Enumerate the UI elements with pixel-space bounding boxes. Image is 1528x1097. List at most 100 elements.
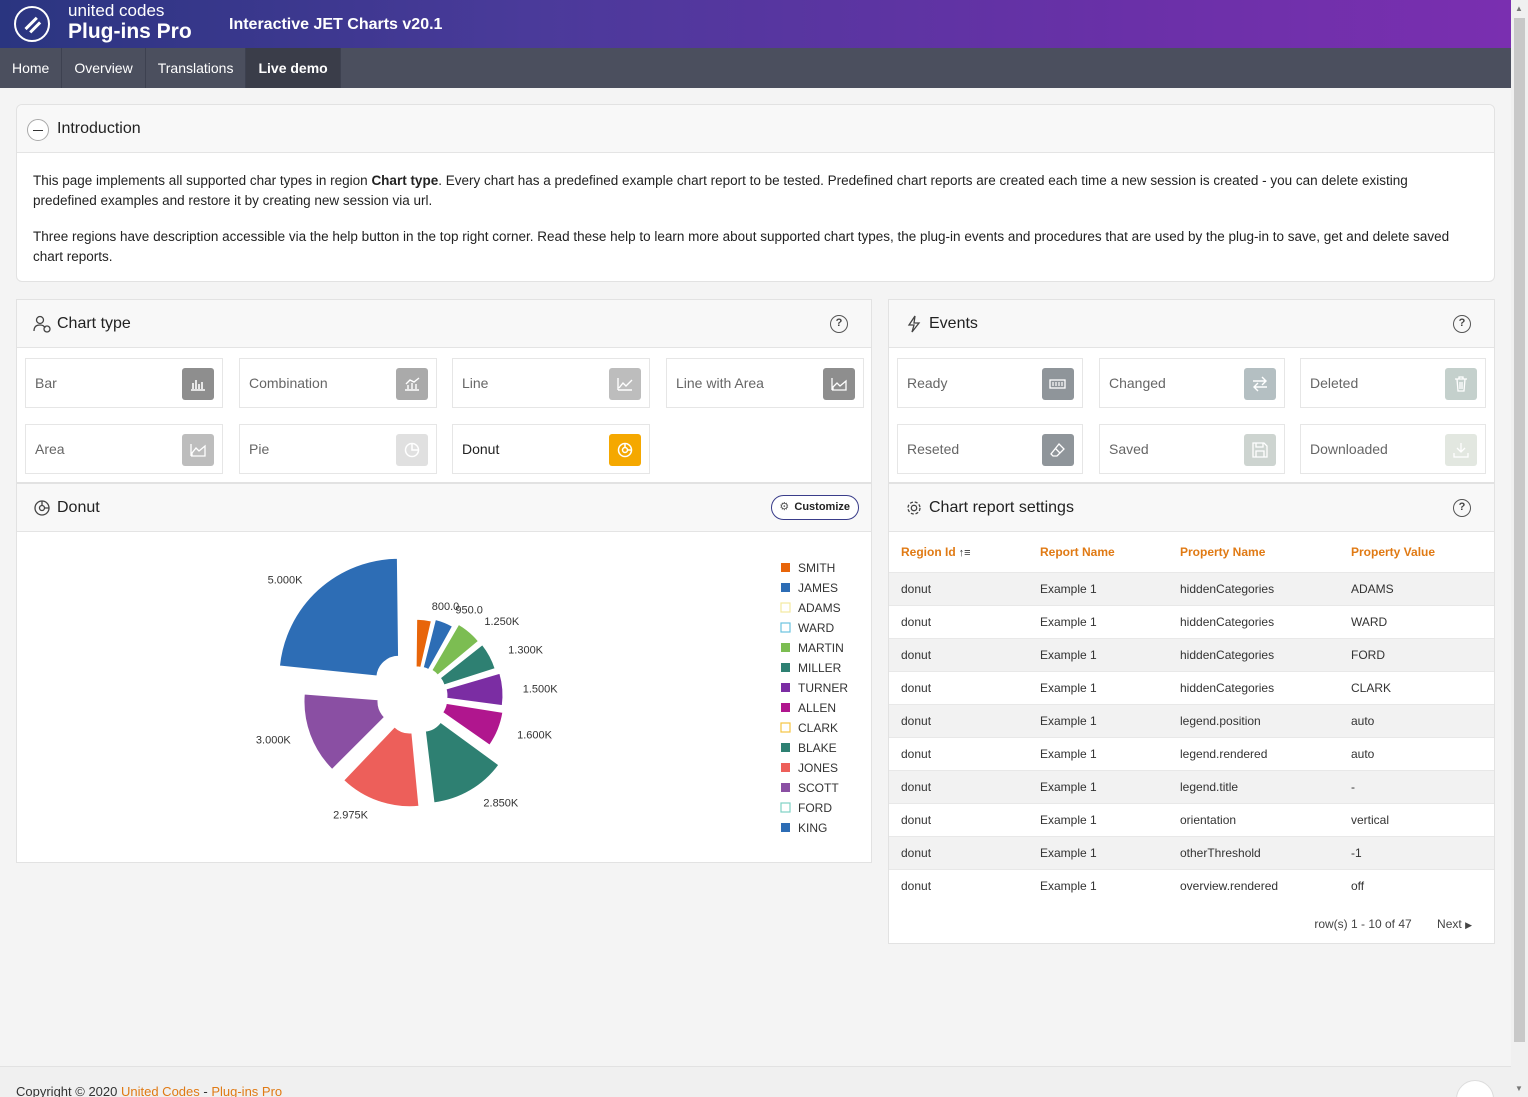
legend-item[interactable]: BLAKE <box>798 741 837 755</box>
introduction-header: Introduction <box>17 105 1494 153</box>
table-cell: auto <box>1339 736 1494 770</box>
slice-turner[interactable] <box>445 672 504 707</box>
events-title: Events <box>929 315 978 332</box>
chart-type-tile-area[interactable]: Area <box>25 424 223 474</box>
slice-james[interactable] <box>422 618 454 671</box>
chart-type-tile-line-with-area[interactable]: Line with Area <box>666 358 864 408</box>
event-tile-ready[interactable]: Ready <box>897 358 1083 408</box>
event-tile-saved[interactable]: Saved <box>1099 424 1285 474</box>
slice-miller[interactable] <box>439 643 496 686</box>
legend-swatch[interactable] <box>781 763 790 772</box>
copyright-text: Copyright © 2020 United Codes - Plug-ins… <box>16 1084 282 1097</box>
chart-type-tile-combination[interactable]: Combination <box>239 358 437 408</box>
legend-swatch[interactable] <box>781 583 790 592</box>
plug-ins-pro-link[interactable]: Plug-ins Pro <box>211 1084 283 1097</box>
legend-swatch[interactable] <box>781 643 790 652</box>
legend-swatch[interactable] <box>781 703 790 712</box>
pagination: row(s) 1 - 10 of 47 Next ▶ <box>1314 917 1472 931</box>
data-label: 1.300K <box>508 644 544 656</box>
scroll-up-arrow-icon[interactable]: ▲ <box>1515 4 1523 13</box>
introduction-text: This page implements all supported char … <box>33 171 1464 283</box>
tile-label: Line with Area <box>676 375 764 391</box>
table-cell: Example 1 <box>1028 736 1168 770</box>
legend-swatch[interactable] <box>781 563 790 572</box>
area-chart-icon <box>182 434 214 466</box>
intro-text-part: This page implements all supported char … <box>33 173 372 188</box>
legend-item[interactable]: JAMES <box>798 581 838 595</box>
column-header-region-id[interactable]: Region Id ↑≡ <box>889 532 1028 572</box>
intro-text-part: . Every chart has a predefined example c… <box>33 173 1408 208</box>
customize-button[interactable]: Customize <box>771 495 859 520</box>
column-header-property-value[interactable]: Property Value <box>1339 532 1494 572</box>
collapse-icon[interactable] <box>27 119 49 141</box>
data-label: 2.850K <box>483 798 519 810</box>
column-header-report-name[interactable]: Report Name <box>1028 532 1168 572</box>
legend-item[interactable]: JONES <box>798 761 838 775</box>
legend-swatch[interactable] <box>780 722 791 733</box>
legend-item[interactable]: TURNER <box>798 681 848 695</box>
legend-swatch[interactable] <box>781 783 790 792</box>
legend-swatch[interactable] <box>781 663 790 672</box>
legend-item[interactable]: WARD <box>798 621 835 635</box>
eraser-icon <box>1042 434 1074 466</box>
event-tile-deleted[interactable]: Deleted <box>1300 358 1486 408</box>
tile-label: Pie <box>249 441 270 457</box>
nav-tab-home[interactable]: Home <box>0 48 63 88</box>
legend-swatch[interactable] <box>781 743 790 752</box>
slice-scott[interactable] <box>303 693 386 771</box>
table-cell: otherThreshold <box>1168 835 1339 869</box>
legend-item[interactable]: FORD <box>798 801 832 815</box>
event-tile-reseted[interactable]: Reseted <box>897 424 1083 474</box>
chart-type-tile-bar[interactable]: Bar <box>25 358 223 408</box>
next-page-button[interactable]: Next ▶ <box>1437 917 1472 931</box>
legend-item[interactable]: SCOTT <box>798 781 839 795</box>
event-tile-changed[interactable]: Changed <box>1099 358 1285 408</box>
chart-type-tile-pie[interactable]: Pie <box>239 424 437 474</box>
slice-martin[interactable] <box>431 623 480 676</box>
chart-type-tile-line[interactable]: Line <box>452 358 650 408</box>
nav-tab-overview[interactable]: Overview <box>62 48 146 88</box>
sort-ascending-icon[interactable]: ↑≡ <box>958 546 971 559</box>
legend-item[interactable]: KING <box>798 821 827 835</box>
slice-blake[interactable] <box>424 721 500 804</box>
legend-item[interactable]: SMITH <box>798 561 835 575</box>
legend-swatch[interactable] <box>780 602 791 613</box>
event-tile-downloaded[interactable]: Downloaded <box>1300 424 1486 474</box>
brand-name-top: united codes <box>68 1 165 20</box>
legend-item[interactable]: MARTIN <box>798 641 844 655</box>
legend-item[interactable]: ALLEN <box>798 701 836 715</box>
data-label: 1.500K <box>523 683 559 695</box>
help-icon[interactable]: ? <box>1453 315 1471 333</box>
table-cell: donut <box>889 736 1028 770</box>
page-scrollbar[interactable]: ▲ ▼ <box>1511 0 1528 1097</box>
table-cell: FORD <box>1339 637 1494 671</box>
chart-type-title: Chart type <box>57 315 131 332</box>
legend-swatch[interactable] <box>780 622 791 633</box>
table-cell: donut <box>889 802 1028 836</box>
legend-item[interactable]: CLARK <box>798 721 838 735</box>
table-row: donut Example 1 hiddenCategories WARD <box>889 604 1494 638</box>
help-icon[interactable]: ? <box>830 315 848 333</box>
tile-label: Ready <box>907 375 948 391</box>
legend-item[interactable]: MILLER <box>798 661 842 675</box>
tile-label: Area <box>35 441 65 457</box>
legend-item[interactable]: ADAMS <box>798 601 841 615</box>
legend-swatch[interactable] <box>780 802 791 813</box>
slice-jones[interactable] <box>343 726 420 808</box>
scroll-down-arrow-icon[interactable]: ▼ <box>1515 1084 1523 1093</box>
nav-tab-translations[interactable]: Translations <box>146 48 247 88</box>
nav-tab-live-demo[interactable]: Live demo <box>246 48 341 88</box>
slice-allen[interactable] <box>442 702 504 746</box>
united-codes-logo-icon[interactable] <box>14 6 50 42</box>
slice-smith[interactable] <box>415 618 432 669</box>
legend-swatch[interactable] <box>781 823 790 832</box>
united-codes-link[interactable]: United Codes <box>120 1084 200 1097</box>
help-icon[interactable]: ? <box>1453 499 1471 517</box>
chart-type-tile-donut[interactable]: Donut <box>452 424 650 474</box>
copyright-prefix: Copyright © 2020 <box>16 1084 121 1097</box>
scrollbar-thumb[interactable] <box>1514 18 1525 1042</box>
column-header-property-name[interactable]: Property Name <box>1168 532 1339 572</box>
legend-swatch[interactable] <box>781 683 790 692</box>
slice-king[interactable] <box>278 557 400 677</box>
